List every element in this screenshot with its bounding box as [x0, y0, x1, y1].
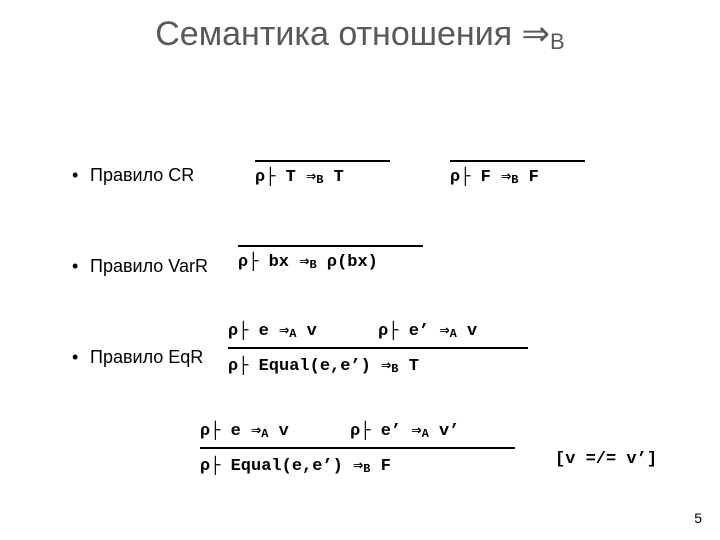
rule-cr-1: ρ├ T ⇒B T — [255, 160, 390, 187]
rule-cr-2-bar — [450, 160, 585, 162]
rule-eqr-false: ρ├ e ⇒A v ρ├ e’ ⇒A v’ ρ├ Equal(e,e’) ⇒B … — [200, 420, 515, 476]
title-text: Семантика отношения — [155, 15, 521, 53]
bullet-eqr-label: Правило EqR — [90, 347, 203, 367]
rule-cr-2: ρ├ F ⇒B F — [450, 160, 585, 187]
bullet-list: Правило CR Правило VarR Правило EqR — [72, 150, 272, 438]
title-subscript: B — [550, 29, 565, 54]
bullet-cr-label: Правило CR — [90, 165, 194, 185]
page-number: 5 — [694, 510, 702, 526]
rule-eqr-false-premises: ρ├ e ⇒A v ρ├ e’ ⇒A v’ — [200, 420, 515, 441]
rule-eqr-true-concl: ρ├ Equal(e,e’) ⇒B T — [228, 355, 528, 376]
slide: Семантика отношения ⇒B Правило CR Правил… — [0, 0, 720, 540]
bullet-varr-label: Правило VarR — [90, 256, 208, 276]
rule-eqr-true: ρ├ e ⇒A v ρ├ e’ ⇒A v ρ├ Equal(e,e’) ⇒B T — [228, 320, 528, 376]
rule-eqr-false-bar — [200, 447, 515, 449]
rule-eqr-true-premises: ρ├ e ⇒A v ρ├ e’ ⇒A v — [228, 320, 528, 341]
rule-eqr-true-bar — [228, 347, 528, 349]
slide-title: Семантика отношения ⇒B — [0, 14, 720, 55]
rule-cr-1-bar — [255, 160, 390, 162]
rule-cr-1-concl: ρ├ T ⇒B T — [255, 166, 390, 187]
rule-eqr-false-concl: ρ├ Equal(e,e’) ⇒B F — [200, 455, 515, 476]
title-arrow: ⇒ — [522, 15, 551, 53]
rule-varr: ρ├ bx ⇒B ρ(bx) — [238, 245, 423, 272]
bullet-cr: Правило CR — [72, 165, 272, 186]
rule-varr-concl: ρ├ bx ⇒B ρ(bx) — [238, 251, 423, 272]
rule-cr-2-concl: ρ├ F ⇒B F — [450, 166, 585, 187]
rule-eqr-false-side: [v =/= v’] — [555, 450, 657, 469]
rule-varr-bar — [238, 245, 423, 247]
